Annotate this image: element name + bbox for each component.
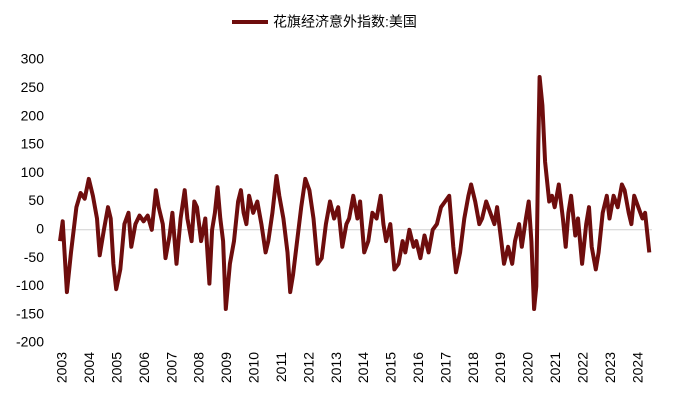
- x-tick-label: 2009: [218, 352, 234, 383]
- y-tick-label: 150: [21, 136, 45, 152]
- x-tick-label: 2016: [410, 352, 426, 383]
- y-tick-label: -150: [16, 305, 44, 321]
- y-tick-label: -50: [24, 249, 44, 265]
- y-tick-label: 50: [28, 192, 44, 208]
- x-tick-label: 2012: [300, 352, 316, 383]
- y-tick-label: -100: [16, 277, 44, 293]
- y-tick-label: -200: [16, 334, 44, 350]
- x-tick-label: 2015: [383, 352, 399, 383]
- x-tick-label: 2010: [246, 352, 262, 383]
- x-tick-label: 2004: [81, 352, 97, 383]
- y-tick-label: 200: [21, 107, 45, 123]
- y-tick-label: 0: [36, 221, 44, 237]
- x-tick-label: 2008: [191, 352, 207, 383]
- y-tick-label: 100: [21, 164, 45, 180]
- x-tick-label: 2005: [109, 352, 125, 383]
- y-tick-label: 250: [21, 79, 45, 95]
- x-tick-label: 2020: [520, 352, 536, 383]
- x-tick-label: 2011: [273, 352, 289, 382]
- x-tick-label: 2006: [136, 352, 152, 383]
- x-tick-label: 2019: [492, 352, 508, 383]
- x-tick-label: 2023: [602, 352, 618, 383]
- x-tick-label: 2021: [547, 352, 563, 383]
- x-tick-label: 2014: [355, 352, 371, 383]
- x-tick-label: 2022: [574, 352, 590, 383]
- x-tick-label: 2007: [163, 352, 179, 383]
- line-series: [58, 75, 652, 311]
- x-tick-label: 2024: [629, 352, 645, 383]
- x-tick-label: 2013: [328, 352, 344, 383]
- legend-label: 花旗经济意外指数:美国: [273, 14, 417, 30]
- x-tick-label: 2018: [465, 352, 481, 383]
- x-tick-label: 2003: [54, 352, 70, 383]
- y-tick-label: 300: [21, 51, 45, 67]
- x-tick-label: 2017: [437, 352, 453, 383]
